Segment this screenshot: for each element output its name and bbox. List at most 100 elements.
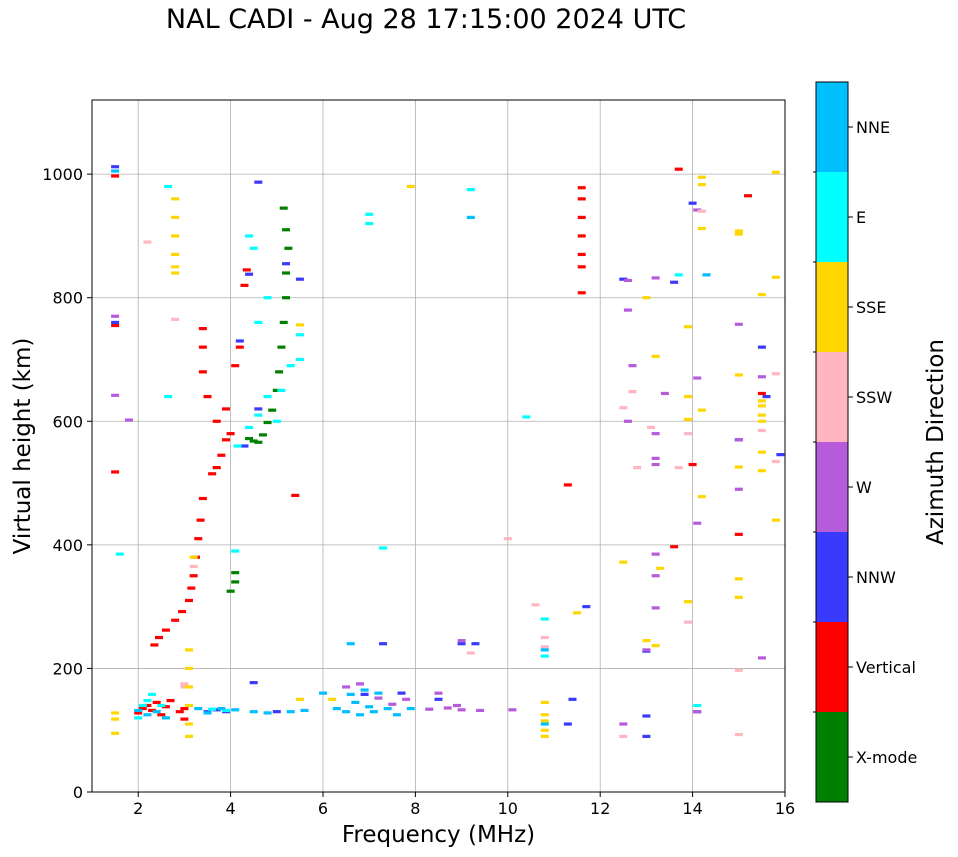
y-tick-label: 800 <box>52 289 83 308</box>
colorbar-segment <box>816 622 848 712</box>
data-point <box>194 537 203 541</box>
data-point <box>642 734 651 738</box>
data-point <box>282 262 291 266</box>
data-point <box>457 642 466 646</box>
data-point <box>434 691 443 695</box>
series-sse <box>111 170 780 738</box>
colorbar-tick-label: SSW <box>856 388 892 407</box>
data-point <box>217 453 226 457</box>
data-point <box>540 645 549 649</box>
data-point <box>670 545 679 549</box>
data-point <box>249 681 258 685</box>
data-point <box>660 391 669 396</box>
x-tick-label: 14 <box>682 799 702 818</box>
data-point <box>355 713 364 717</box>
data-point <box>540 713 549 717</box>
data-point <box>642 648 651 652</box>
data-point <box>633 466 642 470</box>
data-point <box>279 320 288 325</box>
data-point <box>198 370 207 374</box>
data-point <box>240 283 249 287</box>
data-point <box>406 184 415 189</box>
data-point <box>134 708 143 713</box>
data-point <box>693 710 702 714</box>
data-point <box>757 391 766 396</box>
colorbar-segment <box>816 172 848 262</box>
data-point <box>272 710 281 714</box>
x-tick-label: 16 <box>775 799 795 818</box>
data-point <box>342 685 351 689</box>
data-point <box>577 234 586 238</box>
data-point <box>198 327 207 331</box>
data-point <box>111 731 120 735</box>
data-point <box>268 408 277 412</box>
data-point <box>771 170 780 174</box>
data-point <box>734 322 743 326</box>
data-point <box>619 560 628 564</box>
data-point <box>757 428 766 433</box>
data-point <box>286 364 295 368</box>
data-point <box>522 415 531 419</box>
data-point <box>245 234 254 238</box>
data-point <box>226 432 235 436</box>
data-point <box>651 643 660 648</box>
data-point <box>628 390 637 394</box>
y-tick-label: 400 <box>52 536 83 555</box>
chart-title: NAL CADI - Aug 28 17:15:00 2024 UTC <box>165 4 687 35</box>
data-point <box>185 722 194 726</box>
data-point <box>577 186 586 190</box>
data-point <box>688 201 697 205</box>
data-point <box>642 714 651 718</box>
data-point <box>734 595 743 599</box>
data-point <box>221 407 230 411</box>
data-point <box>295 323 304 327</box>
data-point <box>143 240 152 244</box>
data-point <box>231 571 240 575</box>
data-point <box>397 691 406 695</box>
data-point <box>466 187 475 192</box>
data-point <box>360 688 369 692</box>
data-point <box>374 696 383 700</box>
data-point <box>693 521 702 525</box>
data-point <box>185 666 194 671</box>
data-point <box>143 703 152 708</box>
data-point <box>642 639 651 643</box>
data-point <box>697 183 706 187</box>
data-point <box>161 716 170 720</box>
data-points <box>111 165 785 738</box>
data-point <box>171 215 180 219</box>
data-point <box>757 345 766 349</box>
colorbar-label: Azimuth Direction <box>923 339 949 545</box>
data-point <box>180 682 189 686</box>
data-point <box>674 167 683 171</box>
data-point <box>577 215 586 219</box>
data-point <box>175 710 184 714</box>
data-point <box>683 417 692 422</box>
data-point <box>111 320 120 325</box>
colorbar-tick-label: W <box>856 478 872 497</box>
data-point <box>693 703 702 708</box>
data-point <box>171 252 180 257</box>
series-nnw <box>111 165 785 738</box>
colorbar-tick-label: NNW <box>856 568 896 587</box>
plot-frame <box>91 99 786 793</box>
data-point <box>196 518 205 522</box>
data-point <box>425 707 434 711</box>
data-point <box>651 574 660 578</box>
data-point <box>111 314 120 318</box>
data-point <box>628 364 637 368</box>
data-point <box>734 232 743 236</box>
y-axis-label: Virtual height (km) <box>10 338 36 555</box>
data-point <box>762 394 771 399</box>
data-point <box>623 308 632 312</box>
data-point <box>249 439 258 443</box>
data-point <box>152 710 161 714</box>
data-point <box>164 394 173 399</box>
data-point <box>434 697 443 701</box>
colorbar-segment <box>816 262 848 352</box>
data-point <box>295 357 304 362</box>
colorbar-tick-label: NNE <box>856 118 890 137</box>
colorbar-tick-label: X-mode <box>856 748 917 767</box>
data-point <box>674 466 683 470</box>
